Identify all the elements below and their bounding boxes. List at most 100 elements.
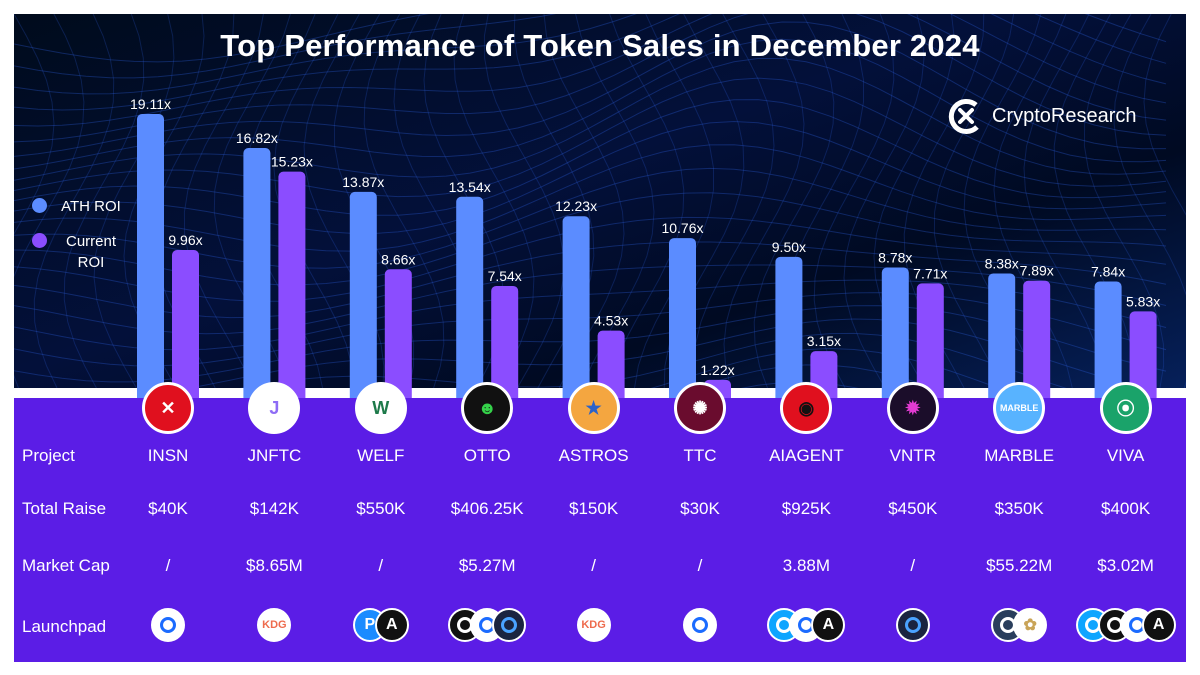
data-label-current-roi-astros: 4.53x (594, 313, 628, 329)
bar-current-roi-astros (597, 330, 625, 400)
project-name-ttc: TTC (683, 446, 717, 465)
grid-wave-line (14, 14, 1167, 127)
data-label-ath-roi-welf: 13.87x (342, 174, 384, 190)
grid-wave-line (14, 14, 55, 235)
bar-ath-roi-jnftc (243, 148, 271, 400)
project-name-insn: INSN (147, 446, 189, 465)
grid-wave-line (634, 14, 714, 388)
grid-wave-line (14, 167, 1167, 269)
brand-name: CryptoResearch (992, 104, 1137, 127)
total-raise-aiagent: $925K (781, 499, 831, 518)
grid-wave-line (14, 241, 1167, 319)
roi-bar-chart: 19.11x 9.96x 16.82x 15.23x 13.87x 8.66x 13.54x… (130, 96, 1160, 400)
viva-logo-icon: ⦿ (1099, 382, 1152, 434)
otto-logo-icon: ☻ (461, 382, 514, 434)
market-cap-vntr: / (910, 556, 916, 575)
grid-wave-line (14, 14, 1167, 63)
grid-wave-line (543, 14, 625, 388)
total-raise-ttc: $30K (680, 499, 720, 518)
grid-wave-line (693, 14, 775, 388)
grid-wave-line (14, 144, 1167, 252)
bar-group-welf: 13.87x 8.66x (342, 174, 415, 400)
bar-group-marble: 8.38x 7.89x (985, 255, 1054, 400)
grid-wave-line (14, 99, 1167, 216)
bar-current-roi-vntr (916, 283, 944, 400)
project-name-jnftc: JNFTC (247, 446, 302, 465)
grid-wave-line (14, 216, 1167, 302)
row-label-project: Project (22, 446, 75, 465)
jnftc-logo-icon: J (248, 382, 301, 434)
market-cap-ttc: / (697, 556, 703, 575)
bar-group-otto: 13.54x 7.54x (449, 179, 522, 400)
market-cap-marble: $55.22M (986, 556, 1053, 575)
grid-wave-line (843, 14, 925, 388)
data-label-current-roi-vntr: 7.71x (913, 265, 947, 281)
market-cap-viva: $3.02M (1097, 556, 1154, 575)
legend-swatch-ath-roi (32, 198, 47, 213)
chart-background (14, 14, 1186, 388)
grid-wave-line (483, 14, 565, 388)
project-name-vntr: VNTR (889, 446, 936, 465)
total-raise-otto: $406.25K (450, 499, 524, 518)
coin-launchpad-icon (151, 608, 185, 642)
grid-wave-line (575, 14, 655, 388)
bar-ath-roi-marble (988, 273, 1016, 400)
launchpad-mark (160, 617, 176, 633)
launchpad-group-astros: KDG (576, 608, 611, 644)
grid-wave-line (14, 14, 1167, 79)
a-launchpad-icon: A (811, 608, 846, 642)
leaf-launchpad-icon (492, 608, 527, 642)
bar-current-roi-viva (1129, 311, 1157, 400)
market-cap-insn: / (165, 556, 171, 575)
wave-grid-background (14, 14, 1186, 388)
data-label-ath-roi-marble: 8.38x (985, 255, 1019, 271)
legend-item-ath-roi: ATH ROI (32, 196, 127, 217)
launchpad-mark (904, 617, 921, 633)
bar-ath-roi-vntr (881, 267, 909, 400)
data-label-ath-roi-jnftc: 16.82x (236, 130, 278, 146)
bar-ath-roi-viva (1094, 281, 1122, 400)
bar-current-roi-welf (384, 269, 412, 400)
bar-ath-roi-ttc (669, 238, 696, 400)
market-cap-aiagent: 3.88M (782, 556, 831, 575)
launchpad-group-marble: ✿ (991, 608, 1048, 644)
project-name-viva: VIVA (1106, 446, 1145, 465)
grid-wave-line (14, 120, 1167, 235)
bar-group-insn: 19.11x 9.96x (130, 96, 203, 400)
grid-wave-line (14, 14, 1167, 111)
grid-wave-line (14, 21, 1167, 157)
ttc-logo-icon: ✺ (674, 382, 726, 434)
total-raise-jnftc: $142K (249, 499, 299, 518)
insn-logo-icon: ✕ (142, 382, 194, 434)
grid-wave-line (14, 14, 1167, 95)
row-label-total-raise: Total Raise (22, 499, 107, 518)
launchpad-mark (692, 617, 708, 633)
grid-wave-line (1053, 14, 1135, 388)
astros-logo-icon: ★ (567, 382, 620, 434)
data-label-ath-roi-otto: 13.54x (449, 179, 491, 195)
launchpad-group-ttc (683, 608, 717, 644)
flower-launchpad-icon: ✿ (1013, 608, 1048, 642)
grid-wave-line (753, 14, 835, 388)
grid-wave-line (1083, 14, 1165, 388)
data-label-current-roi-welf: 8.66x (381, 251, 415, 267)
data-label-ath-roi-insn: 19.11x (130, 96, 171, 112)
data-label-current-roi-insn: 9.96x (168, 232, 202, 248)
chart-title: Top Performance of Token Sales in Decemb… (220, 28, 980, 63)
aiagent-logo-icon: ◉ (780, 382, 833, 434)
legend-swatch-current-roi (32, 233, 47, 248)
grid-wave-line (14, 38, 1167, 170)
total-raise-marble: $350K (994, 499, 1044, 518)
grid-wave-line (63, 14, 145, 388)
data-label-ath-roi-aiagent: 9.50x (772, 239, 806, 255)
data-label-current-roi-ttc: 1.22x (700, 362, 734, 378)
marble-logo-icon: MARBLE (993, 382, 1046, 434)
bar-current-roi-insn (172, 249, 199, 400)
a-launchpad-icon: A (1141, 608, 1176, 642)
grid-wave-line (14, 58, 1167, 181)
grid-wave-line (14, 77, 1167, 198)
grid-wave-line (93, 14, 175, 388)
